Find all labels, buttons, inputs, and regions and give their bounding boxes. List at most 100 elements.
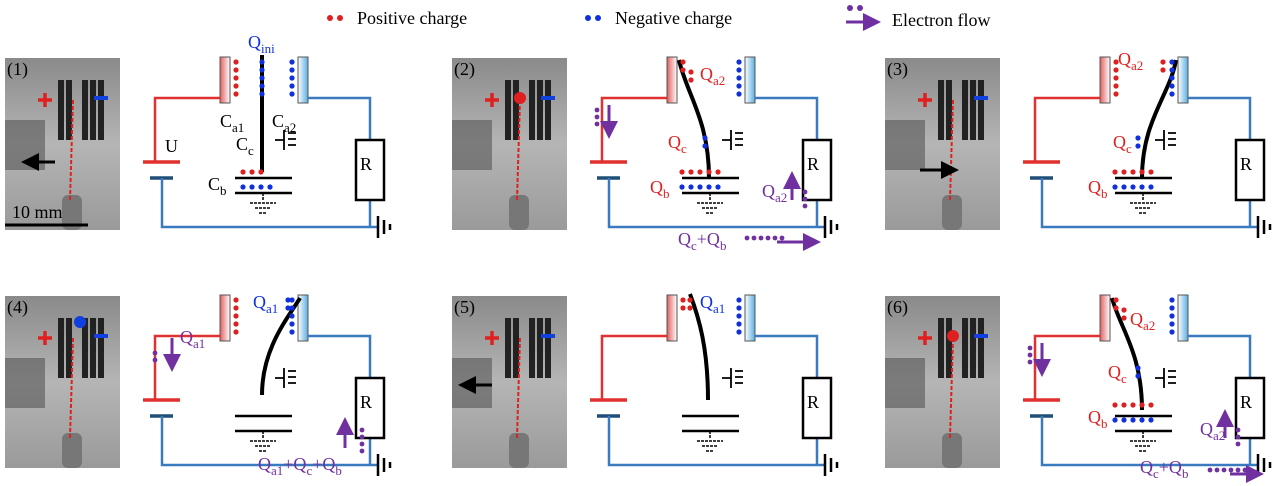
label: R — [360, 392, 372, 412]
electrode-ground — [722, 130, 743, 150]
label-main: Q — [762, 181, 775, 201]
label-sub: c — [248, 143, 254, 158]
label: Qa2 — [700, 64, 725, 88]
coil — [529, 318, 535, 378]
charge-dot — [736, 297, 742, 303]
label-main: +Q — [312, 454, 335, 474]
label-main: R — [1240, 154, 1252, 174]
charge-dot — [702, 135, 708, 141]
coil — [978, 318, 984, 378]
charge-dot — [259, 67, 265, 73]
charge-dot — [233, 321, 239, 327]
label-main: Q — [1113, 132, 1126, 152]
coil — [505, 80, 511, 140]
charge-dot — [1130, 184, 1136, 190]
ground — [1256, 454, 1272, 476]
charge-dot — [1169, 313, 1175, 319]
label: Qc+Qb — [678, 229, 726, 253]
plate-left — [219, 294, 231, 342]
label-main: Q — [253, 292, 266, 312]
charge-dot — [240, 184, 246, 190]
charge-dot — [259, 83, 265, 89]
charge-dot — [1160, 59, 1166, 65]
bottom-plates — [235, 414, 292, 433]
plate-right — [744, 294, 756, 342]
label-main: C — [272, 111, 284, 131]
charge-dot — [680, 59, 686, 65]
charge-dot — [1169, 329, 1175, 335]
plate-ground — [250, 431, 276, 452]
flow-dot — [779, 235, 785, 241]
charge-dot — [736, 91, 742, 97]
label: Qini — [248, 32, 275, 56]
tribo-fiber — [516, 337, 521, 439]
label: R — [1240, 154, 1252, 174]
electrode-ground — [1155, 368, 1176, 388]
wire-red — [600, 334, 667, 400]
plate-right — [1177, 294, 1189, 342]
charge-dot — [289, 91, 295, 97]
charge-dot — [1113, 297, 1119, 303]
charge-dot — [736, 313, 742, 319]
panel-number: (6) — [887, 297, 908, 318]
charge-dot — [1169, 75, 1175, 81]
flow-dot — [1235, 441, 1241, 447]
label-main: Q — [1130, 309, 1143, 329]
legend-negative: Negative charge — [615, 8, 732, 28]
charge-dot — [1148, 184, 1154, 190]
label-sub: ini — [261, 41, 275, 56]
charge-dot — [289, 321, 295, 327]
legend-dot — [327, 15, 333, 21]
label-sub: a2 — [775, 190, 787, 205]
plate-ground — [250, 193, 276, 214]
charge-dot — [688, 169, 694, 175]
plus-sign — [485, 93, 499, 107]
coil — [938, 80, 944, 140]
label-main: U — [165, 136, 178, 156]
coil — [537, 318, 543, 378]
plate-left — [666, 294, 678, 342]
legend-electron-flow: Electron flow — [892, 10, 990, 30]
coil — [938, 318, 944, 378]
probe — [509, 195, 529, 230]
ground — [823, 454, 839, 476]
label-sub: a2 — [1213, 428, 1225, 443]
label: Ca1 — [220, 111, 244, 135]
label-sub: b — [220, 183, 227, 198]
label: Qa2 — [1200, 419, 1225, 443]
charge-dot — [1130, 417, 1136, 423]
label-main: +Q — [1159, 457, 1182, 477]
charge-dot — [679, 184, 685, 190]
charge-dot — [1112, 402, 1118, 408]
charge-dot — [679, 169, 685, 175]
charge-dot — [736, 67, 742, 73]
charge-dot — [706, 169, 712, 175]
charge-dot — [1130, 402, 1136, 408]
photo-dark — [885, 358, 925, 408]
probe — [942, 433, 962, 468]
resistor — [1234, 138, 1266, 202]
label-main: Q — [650, 177, 663, 197]
plus-sign — [918, 93, 932, 107]
label-sub: a2 — [713, 73, 725, 88]
label-sub: b — [1101, 186, 1108, 201]
charge-dot — [1113, 67, 1119, 73]
label-sub: b — [1182, 466, 1189, 481]
panel-number: (1) — [7, 59, 28, 80]
label-sub: a1 — [193, 336, 205, 351]
charge-dot — [1169, 59, 1175, 65]
charge-dot — [1121, 169, 1127, 175]
plate-ground — [697, 193, 723, 214]
label: Qc+Qb — [1140, 457, 1188, 481]
label-sub: b — [335, 463, 342, 478]
panel-number: (3) — [887, 59, 908, 80]
flow-dot — [772, 235, 778, 241]
legend: Positive charge Negative charge Electron… — [327, 5, 990, 31]
charge-dot — [289, 313, 295, 319]
charge-dot — [233, 313, 239, 319]
charge-dot — [289, 75, 295, 81]
legend-dot — [857, 5, 863, 11]
flow-dot — [758, 235, 764, 241]
flow-dot — [802, 189, 808, 195]
